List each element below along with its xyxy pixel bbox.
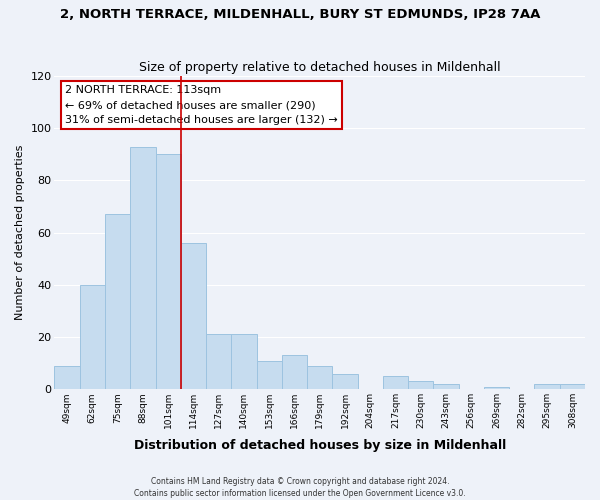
- Bar: [257, 360, 282, 389]
- Bar: [535, 384, 560, 389]
- Bar: [155, 154, 181, 389]
- Bar: [383, 376, 408, 389]
- Text: Contains HM Land Registry data © Crown copyright and database right 2024.
Contai: Contains HM Land Registry data © Crown c…: [134, 476, 466, 498]
- Bar: [282, 356, 307, 389]
- Bar: [105, 214, 130, 389]
- Text: 2 NORTH TERRACE: 113sqm
← 69% of detached houses are smaller (290)
31% of semi-d: 2 NORTH TERRACE: 113sqm ← 69% of detache…: [65, 86, 338, 125]
- Title: Size of property relative to detached houses in Mildenhall: Size of property relative to detached ho…: [139, 60, 500, 74]
- Y-axis label: Number of detached properties: Number of detached properties: [15, 145, 25, 320]
- Text: 2, NORTH TERRACE, MILDENHALL, BURY ST EDMUNDS, IP28 7AA: 2, NORTH TERRACE, MILDENHALL, BURY ST ED…: [60, 8, 540, 20]
- Bar: [181, 243, 206, 389]
- Bar: [232, 334, 257, 389]
- Bar: [206, 334, 232, 389]
- Bar: [80, 285, 105, 389]
- Bar: [408, 382, 433, 389]
- Bar: [332, 374, 358, 389]
- Bar: [560, 384, 585, 389]
- Bar: [307, 366, 332, 389]
- Bar: [55, 366, 80, 389]
- Bar: [433, 384, 458, 389]
- Bar: [130, 146, 155, 389]
- Bar: [484, 386, 509, 389]
- X-axis label: Distribution of detached houses by size in Mildenhall: Distribution of detached houses by size …: [134, 440, 506, 452]
